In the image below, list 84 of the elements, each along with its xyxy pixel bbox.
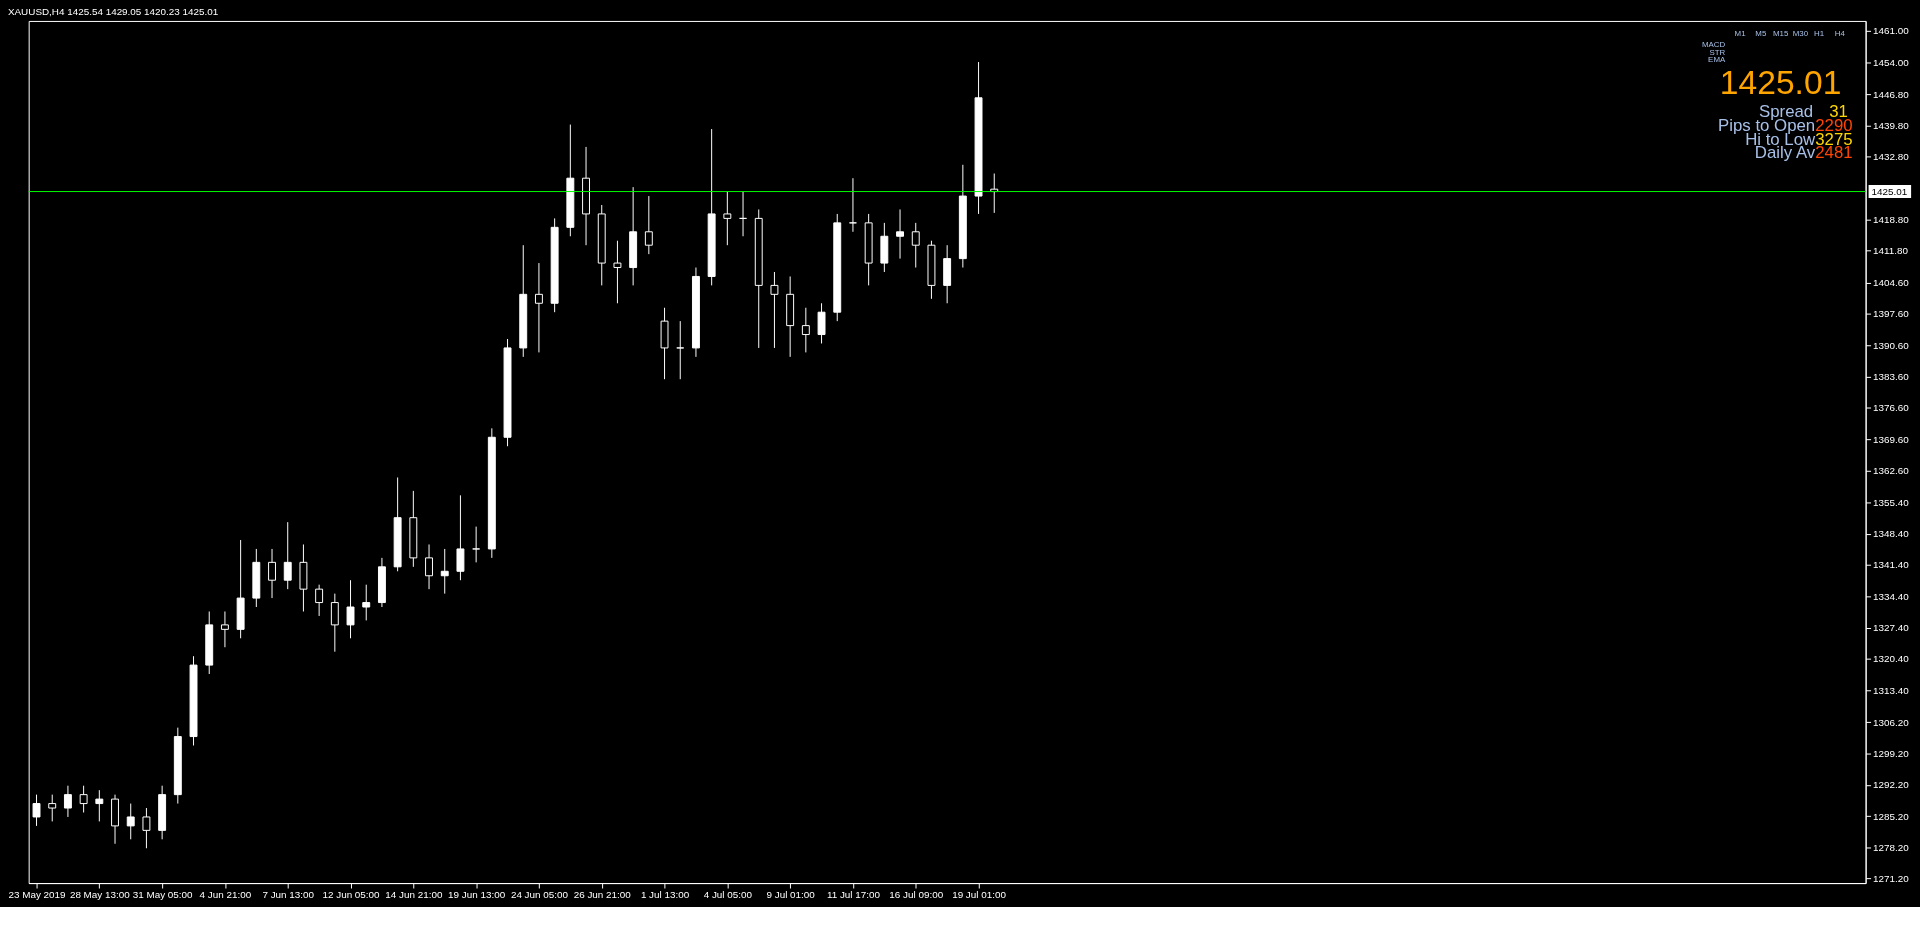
y-tick-label: 1271.20 bbox=[1873, 873, 1910, 885]
y-tick-label: 1327.40 bbox=[1873, 622, 1910, 634]
y-tick-label: 1418.80 bbox=[1873, 213, 1910, 225]
x-tick-label: 31 May 05:00 bbox=[132, 889, 194, 901]
y-tick-label: 1292.20 bbox=[1873, 779, 1910, 791]
candlestick bbox=[848, 177, 857, 233]
y-tick-label: 1461.00 bbox=[1873, 25, 1910, 37]
y-tick-label: 1439.80 bbox=[1873, 119, 1910, 131]
y-tick-label: 1397.60 bbox=[1873, 308, 1910, 320]
y-tick-label: 1278.20 bbox=[1873, 841, 1910, 853]
y-tick-label: 1362.60 bbox=[1873, 464, 1910, 476]
candlestick bbox=[440, 548, 449, 595]
candlestick bbox=[63, 785, 72, 818]
candlestick bbox=[32, 794, 41, 827]
candlestick bbox=[801, 307, 810, 353]
y-tick-label: 1285.20 bbox=[1873, 810, 1910, 822]
x-tick-label: 9 Jul 01:00 bbox=[766, 889, 816, 901]
x-tick-label: 19 Jul 01:00 bbox=[952, 889, 1007, 901]
y-tick-label: 1432.80 bbox=[1873, 151, 1910, 163]
x-tick-label: 23 May 2019 bbox=[8, 889, 67, 901]
y-tick-label: 1411.80 bbox=[1873, 245, 1909, 257]
x-tick-label: 28 May 13:00 bbox=[69, 889, 131, 901]
y-tick-label: 1355.40 bbox=[1873, 496, 1910, 508]
chart-title: XAUUSD,H4 1425.54 1429.05 1420.23 1425.01 bbox=[7, 6, 219, 18]
x-tick-label: 4 Jul 05:00 bbox=[703, 889, 753, 901]
candlestick bbox=[283, 521, 292, 590]
candlestick bbox=[613, 240, 622, 304]
candlestick bbox=[456, 494, 465, 581]
candlestick bbox=[676, 320, 685, 380]
candlestick bbox=[425, 543, 433, 590]
x-tick-label: 16 Jul 09:00 bbox=[889, 889, 944, 901]
candlestick bbox=[896, 208, 905, 260]
y-tick-label: 1299.20 bbox=[1873, 748, 1910, 759]
candlestick bbox=[142, 807, 151, 849]
annotation: H1 bbox=[1814, 28, 1825, 38]
x-tick-label: 24 Jun 05:00 bbox=[510, 889, 569, 901]
y-tick-label: 1383.60 bbox=[1873, 370, 1910, 382]
y-tick-label: 1341.40 bbox=[1873, 559, 1910, 571]
candlestick bbox=[268, 548, 276, 599]
candlestick bbox=[644, 195, 653, 255]
candlestick bbox=[346, 579, 355, 639]
annotation: M5 bbox=[1755, 28, 1767, 38]
y-tick-label: 1454.00 bbox=[1873, 56, 1910, 68]
candlestick bbox=[126, 803, 135, 840]
candlestick bbox=[79, 785, 88, 813]
x-tick-label: 26 Jun 21:00 bbox=[573, 889, 632, 901]
candlestick bbox=[330, 593, 339, 653]
y-tick-label: 1313.40 bbox=[1873, 684, 1910, 696]
y-tick-label: 1446.80 bbox=[1873, 88, 1910, 100]
annotation: MACD bbox=[1702, 39, 1726, 49]
annotation: H4 bbox=[1834, 28, 1846, 38]
y-tick-label: 1306.20 bbox=[1873, 716, 1910, 728]
candlestick bbox=[472, 526, 481, 563]
y-tick-label: 1376.60 bbox=[1873, 402, 1910, 414]
candlestick bbox=[48, 794, 57, 822]
ref-line-label: 1425.01 bbox=[1871, 185, 1908, 197]
x-tick-label: 7 Jun 13:00 bbox=[262, 889, 315, 901]
candlestick bbox=[534, 262, 543, 353]
x-tick-label: 4 Jun 21:00 bbox=[199, 889, 252, 901]
y-tick-label: 1320.40 bbox=[1873, 653, 1910, 665]
annotation: M1 bbox=[1734, 28, 1746, 38]
candlestick bbox=[911, 222, 920, 269]
y-tick-label: 1404.60 bbox=[1873, 277, 1910, 289]
annotation: M30 bbox=[1792, 28, 1809, 38]
x-tick-label: 12 Jun 05:00 bbox=[322, 889, 381, 901]
candlestick bbox=[770, 271, 779, 349]
candlestick bbox=[817, 302, 826, 344]
y-tick-label: 1348.40 bbox=[1873, 528, 1910, 540]
x-tick-label: 11 Jul 17:00 bbox=[826, 889, 881, 901]
annotation: STR bbox=[1709, 47, 1726, 57]
annotation: EMA bbox=[1708, 55, 1726, 65]
y-tick-label: 1369.60 bbox=[1873, 433, 1910, 445]
candlestick bbox=[723, 191, 732, 246]
x-tick-label: 1 Jul 13:00 bbox=[640, 889, 690, 901]
candlestick bbox=[95, 789, 104, 822]
y-tick-label: 1334.40 bbox=[1873, 590, 1910, 602]
candlestick bbox=[220, 610, 229, 648]
annotation: M15 bbox=[1772, 28, 1789, 38]
candlestick bbox=[362, 584, 371, 621]
x-tick-label: 19 Jun 13:00 bbox=[448, 889, 506, 901]
candlestick bbox=[315, 584, 324, 617]
x-tick-label: 14 Jun 21:00 bbox=[385, 889, 443, 901]
annotation: 1425.01 bbox=[1719, 64, 1842, 102]
y-tick-label: 1390.60 bbox=[1873, 339, 1910, 351]
